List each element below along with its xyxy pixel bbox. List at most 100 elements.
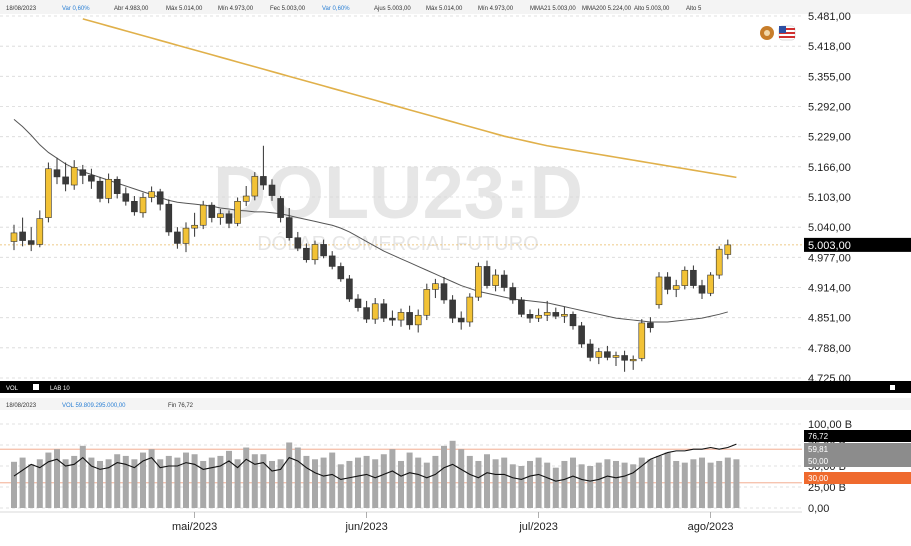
settings-icon[interactable]	[760, 26, 774, 40]
candle[interactable]	[569, 311, 577, 330]
volume-bar[interactable]	[88, 457, 95, 508]
candle[interactable]	[500, 270, 508, 292]
volume-bar[interactable]	[105, 459, 112, 508]
candle[interactable]	[715, 246, 723, 279]
volume-bar[interactable]	[398, 460, 404, 508]
candle[interactable]	[371, 298, 379, 324]
candle[interactable]	[62, 162, 69, 192]
candle[interactable]	[535, 308, 542, 322]
volume-bar[interactable]	[363, 455, 370, 508]
candle[interactable]	[681, 266, 689, 290]
volume-bar[interactable]	[458, 449, 465, 508]
volume-bar[interactable]	[294, 447, 301, 508]
candle[interactable]	[79, 164, 87, 185]
candle[interactable]	[165, 199, 173, 236]
volume-bar[interactable]	[621, 462, 628, 508]
candle[interactable]	[578, 321, 585, 348]
candle[interactable]	[27, 227, 35, 252]
candle[interactable]	[483, 260, 491, 289]
volume-bar[interactable]	[71, 455, 78, 508]
candle[interactable]	[621, 350, 628, 372]
volume-bar[interactable]	[200, 460, 207, 508]
volume-bar[interactable]	[251, 454, 258, 508]
candle[interactable]	[543, 300, 551, 322]
candle[interactable]	[277, 196, 284, 223]
candle[interactable]	[406, 305, 413, 330]
candle[interactable]	[672, 279, 680, 298]
volume-bar[interactable]	[552, 467, 559, 508]
volume-bar[interactable]	[673, 460, 680, 508]
volume-bar[interactable]	[97, 460, 103, 508]
volume-bar[interactable]	[131, 459, 138, 508]
candle[interactable]	[604, 345, 611, 361]
volume-bar[interactable]	[372, 459, 379, 508]
candle[interactable]	[492, 269, 499, 292]
candle[interactable]	[88, 168, 95, 189]
candle[interactable]	[337, 262, 345, 282]
volume-bar[interactable]	[54, 449, 60, 508]
candle[interactable]	[354, 294, 362, 312]
volume-bar[interactable]	[492, 459, 499, 508]
volume-bar[interactable]	[191, 454, 198, 508]
candle[interactable]	[397, 308, 405, 327]
volume-bar[interactable]	[165, 455, 172, 508]
candle[interactable]	[199, 200, 207, 230]
candle[interactable]	[380, 298, 388, 322]
candle[interactable]	[156, 188, 164, 211]
candle[interactable]	[346, 275, 353, 302]
volume-bar[interactable]	[587, 466, 594, 508]
volume-bar[interactable]	[148, 449, 155, 508]
candle[interactable]	[303, 243, 310, 263]
candle[interactable]	[595, 347, 603, 365]
candle[interactable]	[251, 172, 259, 201]
volume-bar[interactable]	[527, 460, 533, 508]
volume-bar[interactable]	[690, 459, 697, 508]
candle[interactable]	[148, 186, 155, 203]
candle[interactable]	[311, 240, 319, 265]
candle[interactable]	[19, 217, 26, 247]
volume-bar[interactable]	[234, 459, 241, 508]
volume-bar[interactable]	[217, 455, 224, 508]
volume-bar[interactable]	[699, 457, 705, 508]
candle[interactable]	[440, 276, 448, 304]
candle[interactable]	[53, 157, 61, 185]
candle[interactable]	[629, 355, 637, 370]
volume-bar[interactable]	[269, 460, 275, 508]
volume-bar[interactable]	[380, 454, 387, 508]
volume-bar[interactable]	[286, 442, 293, 508]
volume-bar[interactable]	[647, 459, 654, 508]
volume-bar[interactable]	[36, 459, 43, 508]
us-flag-icon[interactable]	[778, 25, 796, 41]
candle[interactable]	[724, 239, 732, 260]
candle[interactable]	[526, 309, 534, 323]
volume-bar[interactable]	[501, 457, 508, 508]
volume-bar[interactable]	[595, 462, 602, 508]
volume-bar[interactable]	[656, 455, 662, 508]
volume-bar[interactable]	[19, 457, 26, 508]
candle[interactable]	[475, 262, 482, 301]
volume-bar[interactable]	[733, 459, 740, 508]
candle[interactable]	[70, 160, 78, 190]
volume-bar[interactable]	[260, 454, 267, 508]
candle[interactable]	[552, 307, 560, 320]
volume-bar[interactable]	[578, 464, 585, 508]
candle[interactable]	[612, 351, 620, 367]
volume-bar[interactable]	[638, 457, 645, 508]
candle[interactable]	[139, 192, 147, 218]
candle[interactable]	[234, 197, 241, 227]
volume-bar[interactable]	[432, 455, 439, 508]
volume-bar[interactable]	[441, 445, 447, 508]
candle[interactable]	[518, 297, 525, 318]
volume-bar[interactable]	[312, 459, 318, 508]
volume-bar[interactable]	[122, 455, 129, 508]
volume-bar[interactable]	[466, 455, 473, 508]
volume-panel[interactable]: 100,00 B75,00 B50,00 B25,00 B0,00 76,725…	[0, 419, 911, 515]
candle[interactable]	[647, 317, 654, 333]
volume-bar[interactable]	[509, 464, 516, 508]
candle[interactable]	[182, 222, 190, 253]
volume-bar[interactable]	[157, 459, 164, 508]
candle[interactable]	[561, 306, 568, 323]
candle[interactable]	[45, 162, 52, 223]
candle[interactable]	[690, 265, 697, 289]
